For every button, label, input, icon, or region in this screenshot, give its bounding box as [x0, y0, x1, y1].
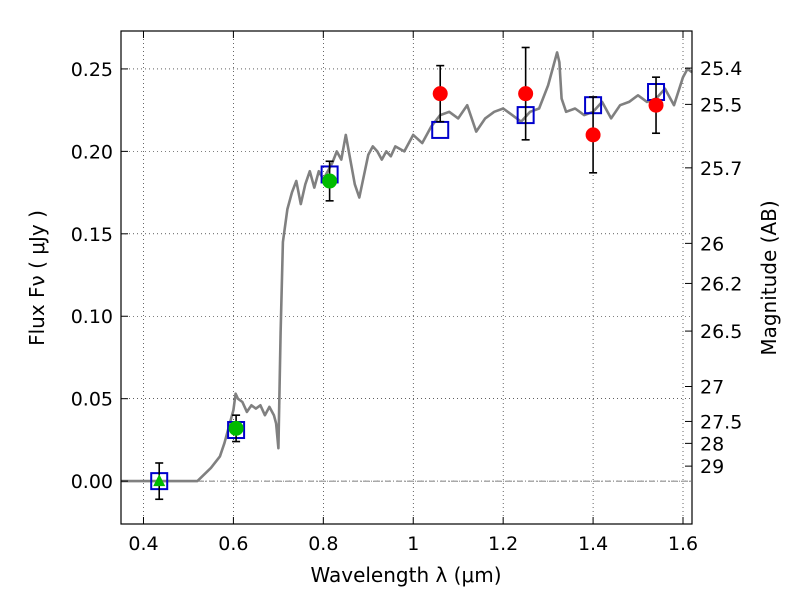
y-tick-label: 0.15 [71, 224, 113, 246]
x-tick-label: 0.4 [128, 533, 158, 555]
magnitude-tick-label: 26 [700, 233, 724, 255]
plot-area-frame [120, 30, 693, 525]
grid-lines [121, 31, 692, 524]
observed-photometry-point [648, 97, 664, 113]
y-tick-label: 0.05 [71, 389, 113, 411]
magnitude-tick-label: 28 [700, 433, 724, 455]
observed-photometry-point [518, 86, 534, 102]
y-tick-label: 0.20 [71, 141, 113, 163]
photometry-markers [150, 46, 666, 501]
observed-photometry-point [322, 173, 338, 189]
x-axis-label: Wavelength λ (μm) [310, 563, 501, 587]
y-axis-ticks: 0.00 0.05 0.10 0.15 0.20 0.25 [71, 59, 128, 493]
x-tick-label: 0.6 [218, 533, 248, 555]
model-spectrum [121, 51, 693, 483]
magnitude-tick-label: 27.5 [700, 411, 742, 433]
magnitude-tick-label: 26.5 [700, 321, 742, 343]
x-tick-label: 1.4 [578, 533, 608, 555]
magnitude-tick-label: 25.4 [700, 58, 742, 80]
magnitude-tick-label: 25.5 [700, 94, 742, 116]
y-tick-label: 0.00 [71, 471, 113, 493]
magnitude-tick-label: 25.7 [700, 158, 742, 180]
x-tick-label: 0.8 [308, 533, 338, 555]
magnitude-tick-label: 26.2 [700, 273, 742, 295]
y-axis-label: Flux Fν ( μJy ) [25, 210, 49, 346]
magnitude-tick-label: 29 [700, 456, 724, 478]
model-spectrum-line [121, 51, 693, 483]
x-tick-label: 1 [407, 533, 419, 555]
y-tick-label: 0.10 [71, 306, 113, 328]
x-tick-label: 1.2 [488, 533, 518, 555]
y-tick-label: 0.25 [71, 59, 113, 81]
magnitude-tick-label: 27 [700, 376, 724, 398]
x-tick-label: 1.6 [668, 533, 698, 555]
upper-limit-marker [153, 474, 166, 487]
x-axis-ticks: 0.4 0.6 0.8 1 1.2 1.4 1.6 [128, 31, 698, 555]
magnitude-axis-label: Magnitude (AB) [757, 200, 781, 355]
observed-photometry-point [585, 127, 601, 143]
observed-photometry-point [432, 86, 448, 102]
observed-photometry-point [228, 420, 244, 436]
